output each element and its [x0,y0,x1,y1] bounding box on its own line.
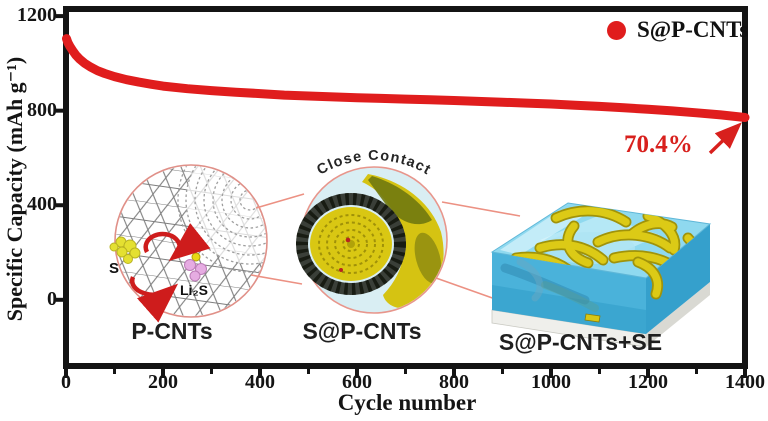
x-tick-1400: 1400 [725,371,765,393]
x-tick-400: 400 [245,371,275,393]
x-tick-1000: 1000 [531,371,571,393]
legend: S@P-CNTs [607,17,748,43]
sulfur-chip [584,313,601,323]
y-tick-1200: 1200 [17,4,57,26]
x-tick-800: 800 [439,371,469,393]
inset-label-s-p-cnts-se: S@P-CNTs+SE [498,329,663,355]
y-tick-800: 800 [27,99,57,121]
inset-s-p-cnts: Close Contact [296,148,448,314]
inset-s-p-cnts-se [490,202,712,348]
x-tick-1200: 1200 [628,371,668,393]
li2s-label: Li₂S [180,282,208,298]
inset-p-cnts: S Li₂S [109,164,268,323]
inset-label-p-cnts: P-CNTs [131,318,213,344]
x-tick-600: 600 [342,371,372,393]
overhanging-worm [632,256,664,300]
reaction-arrows [129,223,211,323]
inset-label-s-p-cnts: S@P-CNTs [302,318,422,344]
retention-arrow [708,122,742,155]
x-axis-ticks [64,368,747,378]
zoom-lines-1 [250,193,305,285]
sulfur-cluster [109,236,141,264]
substrate-side [646,282,710,347]
sulfur-label: S [109,260,119,277]
embedded-tubes [500,258,599,312]
y-tick-400: 400 [27,193,57,215]
retention-annotation: 70.4% [624,131,693,158]
x-tick-200: 200 [148,371,178,393]
y-axis-ticks [56,14,64,302]
y-tick-0: 0 [47,288,57,310]
x-tick-0: 0 [61,371,71,393]
zoom-lines-2 [435,201,521,301]
capacity-curve [62,34,750,122]
legend-dot-marker [607,20,626,40]
nanotube-opening [296,193,406,295]
plot-frame [63,6,748,369]
legend-series-label: S@P-CNTs [637,17,749,42]
electrolyte-side-face [646,224,710,334]
x-axis-title: Cycle number [337,390,477,415]
